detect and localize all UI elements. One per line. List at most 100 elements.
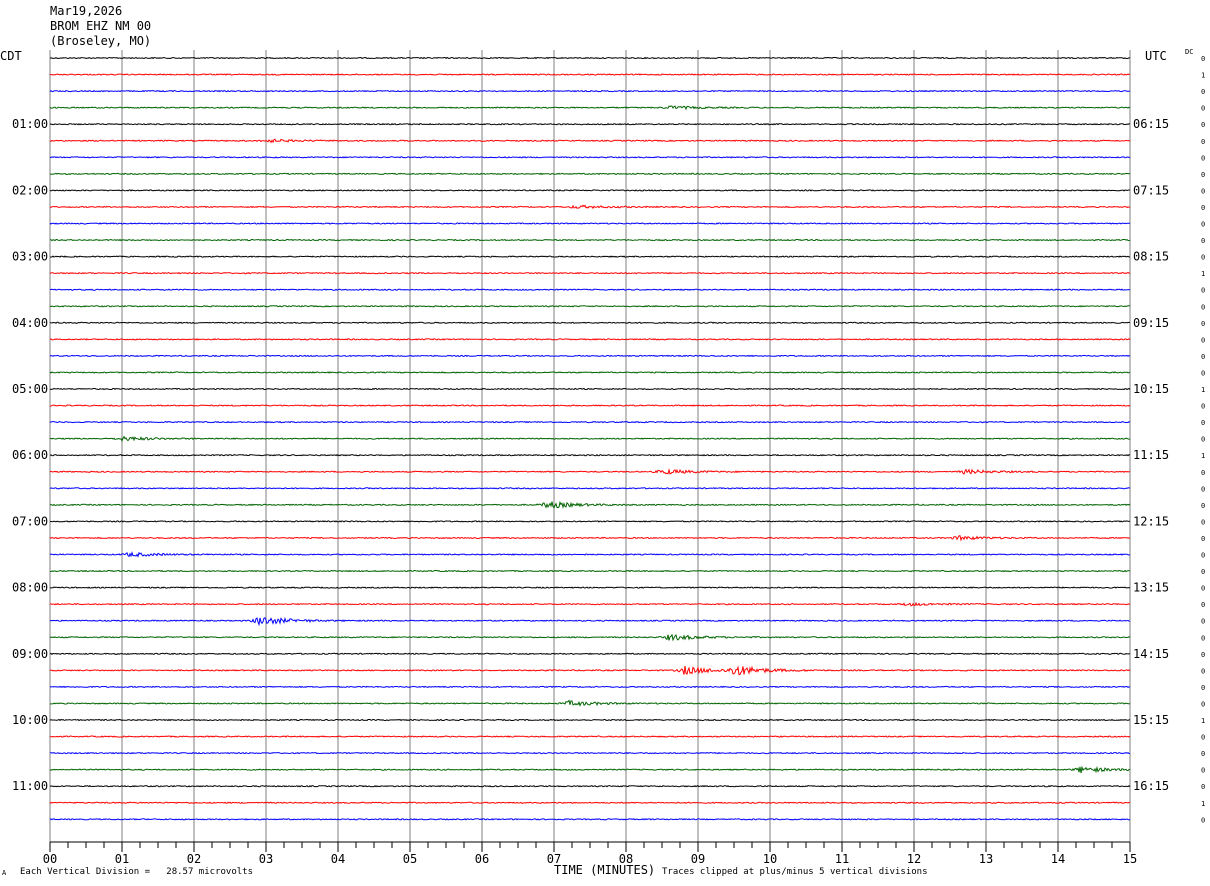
dc-value: 0	[1201, 700, 1205, 708]
x-tick-label: 12	[907, 852, 921, 866]
dc-value: 1	[1201, 452, 1205, 460]
dc-value: 0	[1201, 121, 1205, 129]
dc-offset-column: 0 1 0 0 0 0 0 0 0 0 0 0 0 1 0 0 0 0 0 0 1 0 0 0 1 0 0 0 0 0 0 0 0 0 0 0 0 0 0 0…	[1201, 55, 1205, 824]
x-axis-title: TIME (MINUTES)	[554, 863, 656, 877]
left-time-label: 10:00	[12, 713, 48, 727]
minute-gridlines	[49, 50, 1131, 842]
x-tick-label: 13	[979, 852, 993, 866]
left-time-labels: 01:00 02:00 03:00 04:00 05:00 06:00 07:00 08:00…	[12, 117, 48, 793]
clip-note: Traces clipped at plus/minus 5 vertical …	[662, 867, 928, 877]
trace-line	[49, 601, 1131, 607]
dc-value: 0	[1201, 518, 1205, 526]
trace-line	[49, 304, 1131, 308]
dc-value: 0	[1201, 535, 1205, 543]
dc-value: 1	[1201, 386, 1205, 394]
left-time-label: 08:00	[12, 581, 48, 595]
trace-line	[49, 105, 1131, 111]
trace-line	[49, 535, 1131, 542]
dc-value: 0	[1201, 485, 1205, 493]
right-time-label: 14:15	[1133, 647, 1169, 661]
trace-line	[49, 89, 1130, 93]
trace-line	[49, 665, 1131, 676]
trace-line	[49, 699, 1130, 707]
dc-value: 0	[1201, 469, 1205, 477]
trace-line	[49, 338, 1131, 341]
trace-line	[49, 652, 1131, 655]
trace-line	[49, 735, 1131, 738]
x-axis: 00 01 02 03 04 05 06 07 08 09 10 11 12 13 14 15	[43, 841, 1137, 866]
dc-value: 0	[1201, 601, 1205, 609]
trace-line	[49, 468, 1131, 475]
left-time-label: 11:00	[12, 779, 48, 793]
utc-label: UTC	[1145, 49, 1167, 63]
dc-value: 0	[1201, 369, 1205, 377]
x-tick-label: 15	[1123, 852, 1137, 866]
trace-line	[49, 453, 1131, 457]
dc-value: 1	[1201, 270, 1205, 278]
x-tick-label: 01	[115, 852, 129, 866]
right-time-label: 08:15	[1133, 250, 1169, 264]
dc-value: 0	[1201, 138, 1205, 146]
dc-value: 0	[1201, 734, 1205, 742]
dc-value: 0	[1201, 254, 1205, 262]
x-tick-label: 03	[259, 852, 273, 866]
dc-value: 0	[1201, 502, 1205, 510]
x-tick-label: 00	[43, 852, 57, 866]
dc-value: 0	[1201, 353, 1205, 361]
left-time-label: 01:00	[12, 117, 48, 131]
dc-value: 0	[1201, 783, 1205, 791]
trace-line	[49, 751, 1130, 755]
header-station: BROM EHZ NM 00	[50, 19, 152, 33]
dc-value: 0	[1201, 552, 1205, 560]
header-date: Mar19,2026	[50, 4, 123, 18]
x-tick-label: 11	[835, 852, 849, 866]
right-time-label: 13:15	[1133, 581, 1169, 595]
dc-value: 0	[1201, 237, 1205, 245]
left-time-label: 06:00	[12, 448, 48, 462]
dc-value: 0	[1201, 750, 1205, 758]
dc-value: 0	[1201, 171, 1205, 179]
right-time-label: 10:15	[1133, 382, 1169, 396]
trace-line	[49, 73, 1131, 76]
dc-value: 0	[1201, 816, 1205, 824]
dc-value: 1	[1201, 800, 1205, 808]
trace-line	[49, 321, 1131, 324]
dc-label: DC	[1185, 48, 1194, 56]
right-time-label: 06:15	[1133, 117, 1169, 131]
trace-line	[49, 765, 1131, 774]
trace-line	[49, 404, 1131, 407]
left-time-label: 09:00	[12, 647, 48, 661]
trace-line	[49, 569, 1131, 573]
trace-line	[49, 172, 1131, 176]
dc-value: 0	[1201, 651, 1205, 659]
dc-value: 0	[1201, 320, 1205, 328]
dc-value: 0	[1201, 187, 1205, 195]
footer-mark: A	[2, 869, 7, 877]
dc-value: 0	[1201, 568, 1205, 576]
trace-line	[49, 56, 1131, 60]
trace-line	[49, 156, 1131, 159]
trace-line	[50, 520, 1131, 523]
trace-line	[49, 354, 1131, 358]
right-time-label: 15:15	[1133, 713, 1169, 727]
dc-value: 0	[1201, 287, 1205, 295]
trace-line	[49, 288, 1131, 291]
dc-value: 1	[1201, 72, 1205, 80]
trace-line	[49, 586, 1131, 589]
trace-line	[49, 420, 1131, 424]
dc-value: 0	[1201, 403, 1205, 411]
trace-line	[49, 189, 1130, 192]
right-time-label: 11:15	[1133, 448, 1169, 462]
left-time-label: 05:00	[12, 382, 48, 396]
trace-line	[49, 204, 1131, 210]
trace-line	[49, 801, 1131, 804]
x-tick-label: 08	[619, 852, 633, 866]
trace-line	[49, 387, 1131, 391]
division-note: Each Vertical Division = 28.57 microvolt…	[20, 867, 253, 877]
dc-value: 1	[1201, 717, 1205, 725]
trace-line	[49, 784, 1131, 788]
dc-value: 0	[1201, 88, 1205, 96]
dc-value: 0	[1201, 634, 1205, 642]
dc-value: 0	[1201, 336, 1205, 344]
